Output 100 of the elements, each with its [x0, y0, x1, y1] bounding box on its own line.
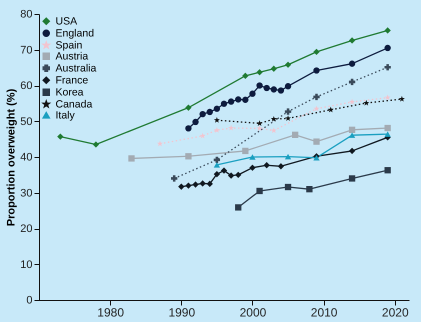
- point: [214, 156, 220, 164]
- point: [264, 84, 270, 92]
- point: [256, 125, 263, 131]
- x-tick-label: 1980: [97, 306, 124, 320]
- point: [384, 64, 391, 70]
- y-axis-title: Proportion overweight (%): [5, 88, 18, 226]
- point: [256, 120, 263, 126]
- point: [306, 186, 313, 192]
- point: [214, 117, 220, 123]
- point: [348, 175, 356, 182]
- point: [156, 140, 163, 146]
- point: [57, 133, 64, 140]
- y-tick-label: 30: [20, 187, 32, 200]
- point: [214, 127, 220, 133]
- y-tick-label: 50: [20, 116, 32, 128]
- x-tick-label: 2010: [310, 306, 338, 320]
- point: [270, 116, 277, 122]
- point: [242, 148, 249, 154]
- point: [206, 180, 213, 187]
- point: [256, 82, 263, 89]
- point: [313, 138, 320, 145]
- point: [270, 66, 277, 72]
- point: [199, 180, 206, 187]
- point: [313, 94, 320, 100]
- point: [278, 163, 284, 170]
- point: [313, 48, 320, 56]
- point: [278, 87, 284, 94]
- y-tick-label: 60: [20, 80, 32, 92]
- point: [284, 184, 292, 190]
- point: [313, 106, 320, 112]
- point: [292, 132, 298, 138]
- point: [384, 167, 391, 174]
- point: [313, 67, 320, 74]
- legend-label: Spain: [56, 39, 83, 52]
- point: [128, 155, 135, 162]
- point: [192, 118, 199, 126]
- point: [178, 184, 184, 190]
- point: [384, 131, 391, 137]
- point: [220, 100, 228, 107]
- point: [256, 69, 263, 76]
- point: [384, 44, 391, 52]
- y-tick-label: 10: [20, 258, 32, 271]
- point: [384, 27, 391, 34]
- y-tick-label: 0: [26, 294, 32, 306]
- point: [228, 124, 234, 131]
- point: [235, 96, 242, 103]
- legend-label: Italy: [56, 109, 76, 122]
- legend-label: USA: [56, 15, 78, 28]
- point: [249, 164, 256, 171]
- point: [171, 175, 178, 182]
- y-tick-label: 70: [20, 44, 32, 56]
- point: [363, 100, 370, 106]
- point: [235, 204, 242, 211]
- y-tick-label: 80: [20, 8, 32, 20]
- point: [214, 171, 220, 178]
- x-tick-label: 1990: [168, 306, 196, 320]
- x-tick-label: 2000: [240, 306, 267, 320]
- point: [348, 132, 356, 138]
- point: [349, 98, 356, 105]
- point: [206, 108, 213, 116]
- point: [242, 96, 249, 103]
- legend-label: England: [56, 27, 94, 40]
- legend-label: Canada: [56, 98, 92, 110]
- point: [235, 172, 242, 178]
- point: [284, 62, 292, 68]
- point: [348, 37, 356, 44]
- point: [214, 106, 220, 112]
- point: [185, 182, 192, 189]
- point: [284, 154, 292, 160]
- legend-label: France: [56, 74, 88, 86]
- point: [249, 154, 256, 160]
- y-tick-label: 20: [20, 223, 32, 235]
- point: [92, 141, 100, 148]
- point: [242, 72, 249, 80]
- point: [398, 96, 405, 102]
- point: [270, 127, 277, 134]
- point: [270, 86, 277, 93]
- point: [228, 172, 234, 179]
- point: [200, 132, 206, 138]
- point: [199, 110, 206, 118]
- legend-label: Austria: [56, 50, 88, 62]
- x-tick-label: 2020: [382, 306, 409, 320]
- point: [348, 126, 356, 133]
- point: [384, 94, 391, 100]
- point: [185, 125, 192, 132]
- point: [348, 78, 356, 86]
- legend-label: Korea: [56, 86, 84, 98]
- point: [284, 83, 292, 90]
- point: [192, 181, 199, 188]
- point: [185, 104, 192, 111]
- point: [228, 98, 234, 105]
- point: [328, 106, 334, 112]
- y-tick-label: 40: [20, 152, 32, 164]
- point: [220, 167, 228, 174]
- point: [285, 115, 292, 121]
- point: [348, 60, 356, 67]
- point: [249, 90, 256, 97]
- point: [214, 162, 220, 168]
- point: [256, 188, 263, 194]
- point: [264, 162, 270, 168]
